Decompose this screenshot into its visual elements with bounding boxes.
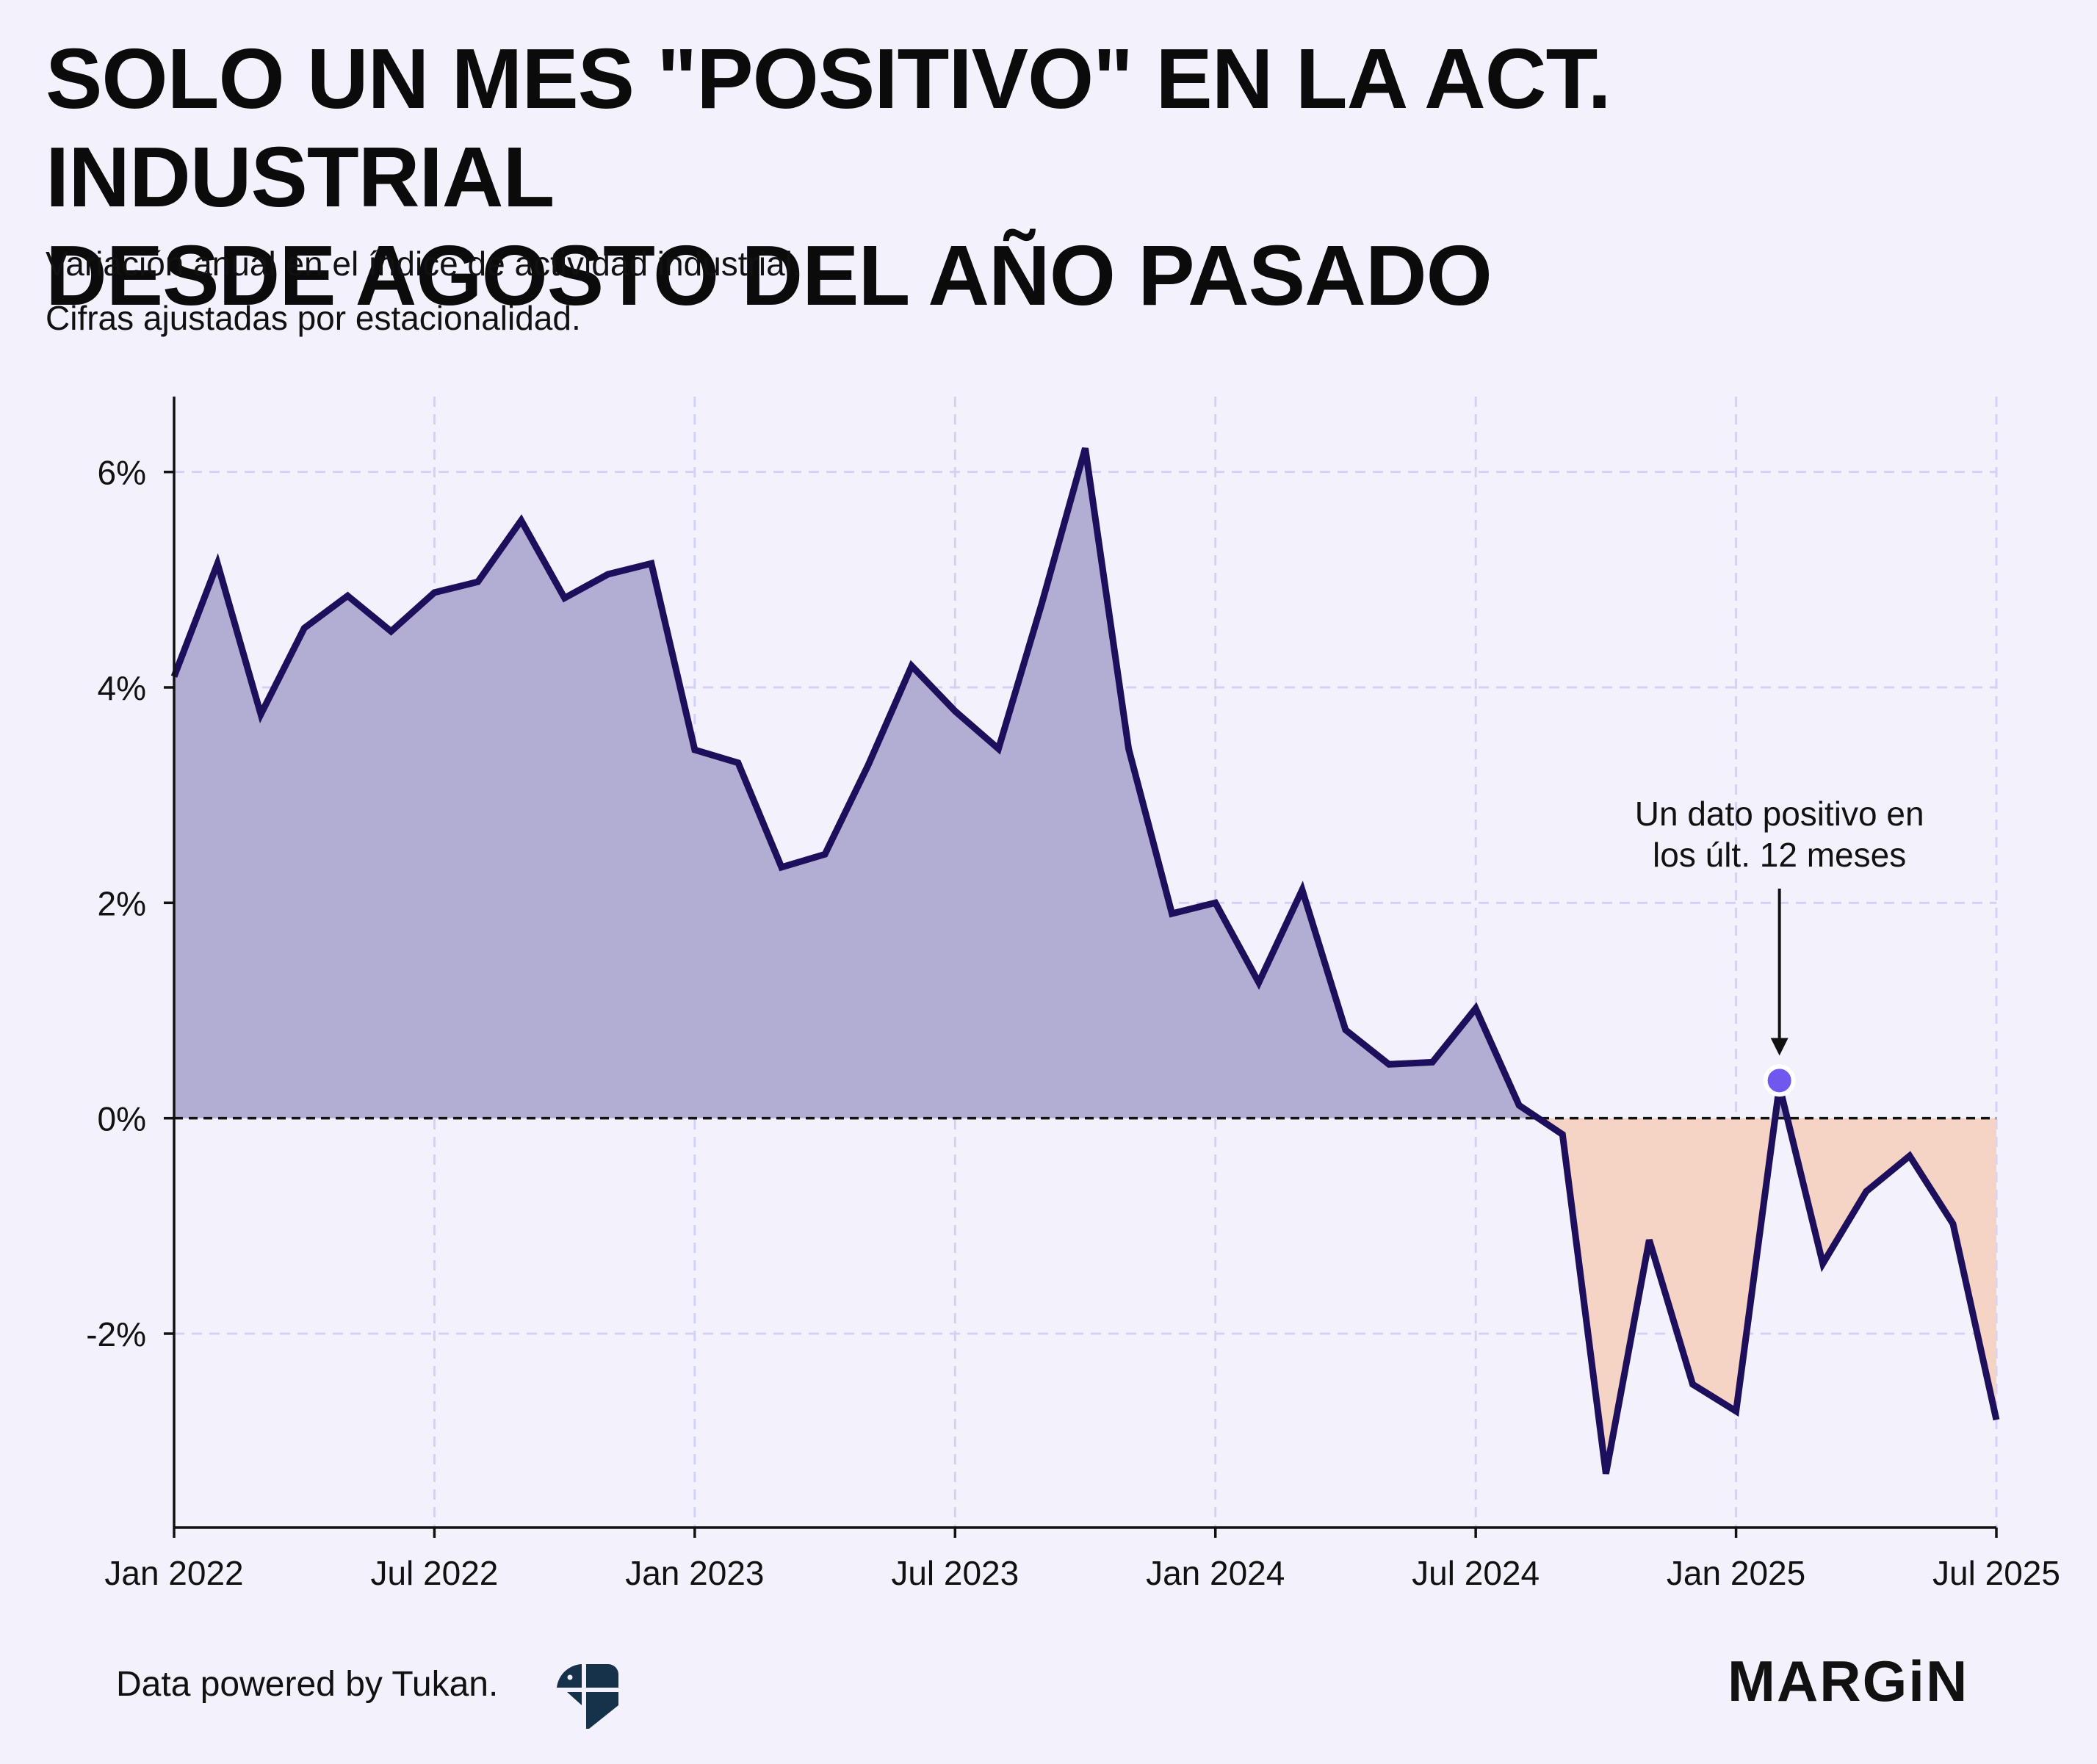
margin-brand-logo: MARGiN	[1728, 1649, 1969, 1713]
area-fills	[174, 448, 1996, 1474]
x-tick-label: Jan 2025	[1667, 1554, 1805, 1592]
positive-area	[174, 448, 1996, 1118]
series-line	[170, 447, 2000, 1475]
highlight-point	[1763, 1064, 1796, 1097]
x-tick-label: Jul 2025	[1932, 1554, 2060, 1592]
chart-title: SOLO UN MES "POSITIVO" EN LA ACT. INDUST…	[46, 29, 2073, 325]
negative-area	[174, 1118, 1996, 1474]
x-tick-label: Jan 2023	[625, 1554, 764, 1592]
annotation-text-line-1: Un dato positivo en	[1635, 795, 1924, 833]
series-line-layer	[170, 447, 2000, 1475]
x-tick-label: Jul 2022	[370, 1554, 498, 1592]
tick-labels: -2% 0% 2% 4% 6% Jan 2022 Jul 2022 Jan 2023 Jul 2…	[86, 454, 2060, 1592]
title-line-1: SOLO UN MES "POSITIVO" EN LA ACT. INDUST…	[46, 31, 1611, 225]
y-tick-label: 0%	[98, 1100, 146, 1138]
annotation-text-line-2: los últ. 12 meses	[1653, 836, 1906, 874]
y-tick-label: 6%	[98, 454, 146, 492]
subtitle-line-2: Cifras ajustadas por estacionalidad.	[46, 299, 581, 337]
annotation-arrow-head	[1770, 1038, 1789, 1056]
y-tick-label: 4%	[98, 669, 146, 707]
tukan-logo-icon	[557, 1664, 618, 1729]
x-tick-label: Jul 2023	[891, 1554, 1019, 1592]
x-tick-label: Jan 2022	[104, 1554, 243, 1592]
subtitle-line-1: Variación anual en el índice de activida…	[46, 245, 802, 283]
y-tick-label: -2%	[86, 1315, 146, 1353]
x-tick-label: Jul 2024	[1412, 1554, 1540, 1592]
title-line-2: DESDE AGOSTO DEL AÑO PASADO	[46, 228, 1493, 323]
y-tick-label: 2%	[98, 884, 146, 922]
data-source-note: Data powered by Tukan.	[116, 1665, 499, 1704]
x-tick-label: Jan 2024	[1146, 1554, 1285, 1592]
chart-subtitle: Variación anual en el índice de activida…	[46, 236, 1515, 345]
axes	[173, 397, 1996, 1529]
